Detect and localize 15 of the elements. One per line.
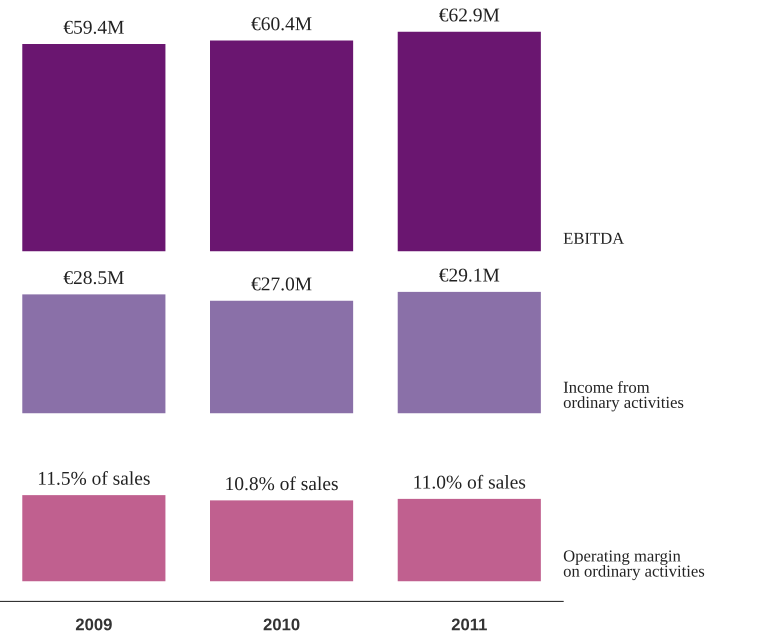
data-label: €59.4M (64, 20, 124, 34)
data-label: €62.9M (439, 8, 500, 22)
data-label: €60.4M (251, 17, 312, 30)
x-tick-label: 2009 (76, 618, 112, 630)
data-label: 11.5% of sales (38, 470, 150, 485)
series-label: Operating margin on ordinary activities (564, 550, 704, 580)
data-label: €29.1M (439, 268, 500, 282)
data-label: 11.0% of sales (414, 474, 526, 489)
series-label: Income from ordinary activities (564, 380, 684, 412)
data-label: 10.8% of sales (226, 476, 338, 490)
series-label: EBITDA (564, 232, 624, 244)
x-tick-label: 2011 (452, 618, 487, 630)
data-label: €28.5M (64, 271, 124, 284)
x-tick-label: 2010 (264, 618, 300, 630)
data-label: €27.0M (251, 277, 312, 291)
